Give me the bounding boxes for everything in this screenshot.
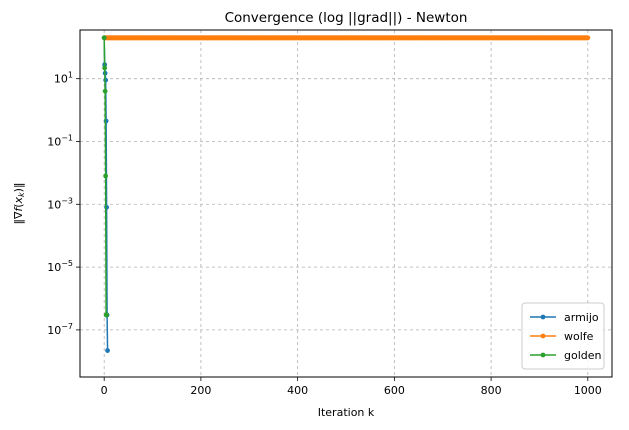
y-tick-label: 101: [54, 71, 73, 86]
axes: 0 200 400 600 800 1000 101 10−1 10−3 10−5 10−7: [47, 71, 602, 397]
x-tick-label: 0: [101, 384, 108, 397]
legend-item-armijo: armijo: [530, 311, 599, 324]
y-tick-label: 10−5: [47, 259, 73, 274]
x-axis-label: Iteration k: [318, 406, 375, 419]
data-point-armijo: [104, 204, 109, 210]
data-point-wolfe: [585, 35, 591, 41]
plot-frame: [79, 29, 613, 378]
y-tick-label: 10−7: [47, 322, 73, 337]
data-point-golden: [102, 88, 108, 94]
series-wolfe: [101, 35, 591, 41]
x-tick-label: 1000: [574, 384, 602, 397]
legend-marker: [540, 333, 546, 339]
legend-item-golden: golden: [530, 349, 602, 362]
x-tick-label: 800: [481, 384, 502, 397]
x-tick-label: 400: [287, 384, 308, 397]
x-tick-label: 600: [384, 384, 405, 397]
data-point-golden: [101, 35, 107, 41]
x-tick-label: 200: [190, 384, 211, 397]
y-tick-label: 10−3: [47, 196, 73, 211]
legend: armijo wolfe golden: [521, 302, 605, 370]
legend-marker: [540, 314, 546, 320]
series-lines: [101, 35, 591, 353]
chart-title: Convergence (log ||grad||) - Newton: [225, 10, 468, 26]
y-tick-label: 10−1: [47, 133, 73, 148]
data-point-armijo: [103, 118, 109, 124]
data-point-golden: [104, 312, 109, 318]
y-axis-label: ‖∇f(xk)‖: [12, 183, 26, 225]
legend-label: armijo: [564, 311, 599, 324]
data-point-armijo: [105, 348, 110, 353]
legend-box: [521, 302, 605, 370]
legend-label: golden: [564, 349, 602, 362]
data-point-golden: [103, 173, 109, 179]
series-golden: [101, 35, 109, 318]
data-point-golden: [102, 65, 108, 71]
legend-marker: [540, 352, 546, 358]
legend-label: wolfe: [564, 330, 594, 343]
legend-item-wolfe: wolfe: [530, 330, 594, 343]
